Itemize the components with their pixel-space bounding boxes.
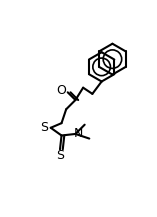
Text: O: O bbox=[57, 84, 66, 97]
Text: S: S bbox=[56, 149, 64, 162]
Text: N: N bbox=[74, 127, 83, 140]
Text: S: S bbox=[41, 121, 49, 134]
